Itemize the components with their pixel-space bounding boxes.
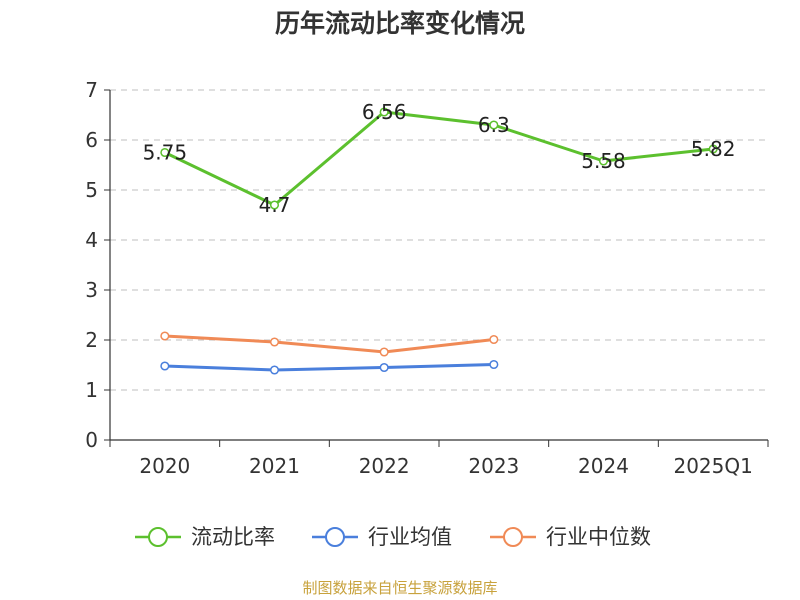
y-tick-label: 4 — [85, 228, 98, 252]
series-2-point-2020 — [160, 331, 170, 341]
data-source-note: 制图数据来自恒生聚源数据库 — [302, 579, 498, 597]
data-label-2022: 6.56 — [362, 100, 407, 124]
y-tick-label: 0 — [85, 428, 98, 452]
legend-marker-0[interactable] — [148, 527, 168, 547]
legend-label-1[interactable]: 行业均值 — [368, 525, 452, 549]
data-label-2024: 5.58 — [581, 149, 626, 173]
legend-marker-1[interactable] — [325, 527, 345, 547]
series-0-point-2025Q1 — [708, 144, 718, 154]
x-tick-label-2021: 2021 — [249, 454, 300, 478]
series-0-point-2022 — [379, 107, 389, 117]
x-tick-label-2020: 2020 — [139, 454, 190, 478]
y-tick-label: 6 — [85, 128, 98, 152]
x-tick-label-2023: 2023 — [468, 454, 519, 478]
x-tick-label-2024: 2024 — [578, 454, 629, 478]
legend-label-0[interactable]: 流动比率 — [191, 525, 275, 549]
x-tick-label-2025Q1: 2025Q1 — [673, 454, 752, 478]
y-tick-label: 7 — [85, 78, 98, 102]
series-1-point-2023 — [489, 359, 499, 370]
series-1-point-2022 — [379, 362, 389, 373]
y-tick-label: 3 — [85, 278, 98, 302]
legend-label-2[interactable]: 行业中位数 — [546, 525, 651, 549]
series-2-point-2022 — [379, 347, 389, 357]
legend-marker-2[interactable] — [503, 527, 523, 547]
series-0-point-2020 — [160, 147, 170, 158]
series-1-point-2021 — [269, 365, 280, 375]
y-tick-label: 5 — [85, 178, 98, 202]
series-1-point-2020 — [160, 361, 170, 371]
y-tick-label: 1 — [85, 378, 98, 402]
series-line-2 — [164, 334, 495, 354]
x-tick-label-2022: 2022 — [359, 454, 410, 478]
data-label-2020: 5.75 — [143, 141, 188, 165]
series-2-point-2021 — [269, 337, 280, 347]
chart-title: 历年流动比率变化情况 — [274, 9, 525, 38]
data-label-2021: 4.7 — [259, 193, 291, 217]
series-0-point-2021 — [269, 200, 280, 210]
series-2-point-2023 — [489, 334, 499, 345]
series-0-point-2023 — [489, 120, 499, 130]
y-tick-label: 2 — [85, 328, 98, 352]
series-line-0 — [164, 110, 714, 207]
data-label-2023: 6.3 — [478, 113, 510, 137]
series-line-1 — [164, 363, 494, 372]
data-label-2025Q1: 5.82 — [691, 137, 736, 161]
series-0-point-2024 — [598, 156, 609, 166]
